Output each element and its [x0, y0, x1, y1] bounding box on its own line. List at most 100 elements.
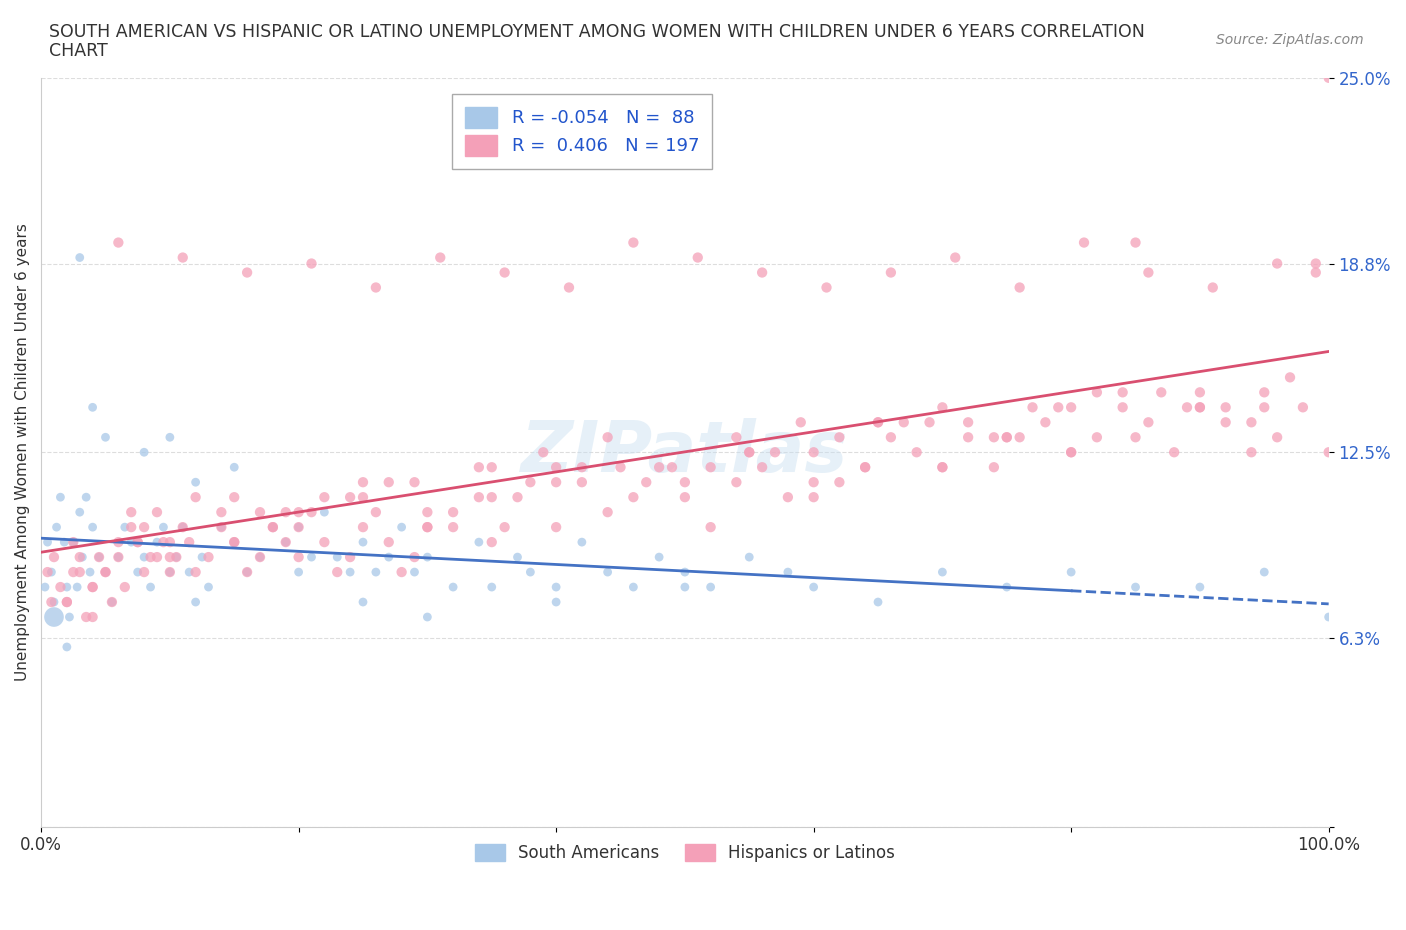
Point — [429, 250, 451, 265]
Point — [159, 550, 181, 565]
Point — [1305, 265, 1327, 280]
Point — [1060, 400, 1083, 415]
Point — [69, 505, 91, 520]
Point — [828, 430, 851, 445]
Point — [262, 520, 284, 535]
Point — [87, 550, 110, 565]
Point — [1060, 445, 1083, 459]
Point — [79, 565, 101, 579]
Point — [352, 490, 374, 505]
Point — [1111, 400, 1133, 415]
Point — [364, 505, 387, 520]
Point — [249, 505, 271, 520]
Point — [673, 579, 696, 594]
Point — [287, 565, 309, 579]
Point — [58, 609, 80, 624]
Point — [1163, 445, 1185, 459]
Point — [120, 505, 142, 520]
Point — [377, 550, 399, 565]
Point — [87, 550, 110, 565]
Point — [1021, 400, 1043, 415]
Point — [94, 565, 117, 579]
Point — [339, 490, 361, 505]
Point — [107, 550, 129, 565]
Point — [441, 579, 464, 594]
Point — [159, 430, 181, 445]
Point — [191, 550, 214, 565]
Point — [751, 459, 773, 474]
Point — [287, 550, 309, 565]
Point — [1085, 385, 1108, 400]
Point — [179, 535, 201, 550]
Point — [107, 535, 129, 550]
Point — [209, 505, 232, 520]
Point — [224, 490, 246, 505]
Point — [197, 550, 219, 565]
Point — [165, 550, 187, 565]
Point — [546, 520, 568, 535]
Point — [377, 535, 399, 550]
Point — [184, 594, 207, 609]
Point — [301, 256, 323, 271]
Point — [56, 594, 79, 609]
Point — [546, 475, 568, 490]
Point — [751, 265, 773, 280]
Point — [506, 490, 529, 505]
Point — [1060, 445, 1083, 459]
Point — [165, 550, 187, 565]
Point — [132, 445, 155, 459]
Point — [41, 594, 63, 609]
Point — [1047, 400, 1070, 415]
Point — [56, 579, 79, 594]
Point — [636, 475, 658, 490]
Point — [468, 490, 491, 505]
Point — [274, 535, 297, 550]
Point — [159, 565, 181, 579]
Point — [114, 520, 136, 535]
Point — [546, 579, 568, 594]
Point — [69, 550, 91, 565]
Point — [377, 475, 399, 490]
Point — [803, 475, 825, 490]
Point — [1215, 400, 1237, 415]
Point — [880, 430, 903, 445]
Point — [893, 415, 915, 430]
Point — [1188, 579, 1211, 594]
Point — [416, 609, 439, 624]
Point — [1215, 415, 1237, 430]
Point — [274, 505, 297, 520]
Point — [1008, 430, 1031, 445]
Point — [699, 459, 721, 474]
Point — [673, 490, 696, 505]
Point — [41, 565, 63, 579]
Point — [468, 535, 491, 550]
Point — [1137, 415, 1160, 430]
Point — [571, 475, 593, 490]
Point — [37, 535, 59, 550]
Point — [53, 535, 76, 550]
Point — [94, 565, 117, 579]
Point — [416, 505, 439, 520]
Point — [686, 250, 709, 265]
Point — [224, 535, 246, 550]
Point — [262, 520, 284, 535]
Point — [621, 235, 644, 250]
Point — [82, 579, 104, 594]
Point — [621, 579, 644, 594]
Legend: South Americans, Hispanics or Latinos: South Americans, Hispanics or Latinos — [467, 836, 903, 870]
Point — [62, 535, 84, 550]
Point — [866, 594, 889, 609]
Point — [339, 565, 361, 579]
Point — [1292, 400, 1315, 415]
Point — [1150, 385, 1173, 400]
Point — [364, 565, 387, 579]
Point — [1060, 565, 1083, 579]
Point — [224, 535, 246, 550]
Point — [107, 550, 129, 565]
Point — [352, 475, 374, 490]
Point — [1188, 400, 1211, 415]
Point — [75, 609, 97, 624]
Point — [1253, 400, 1275, 415]
Point — [596, 430, 619, 445]
Point — [1317, 609, 1340, 624]
